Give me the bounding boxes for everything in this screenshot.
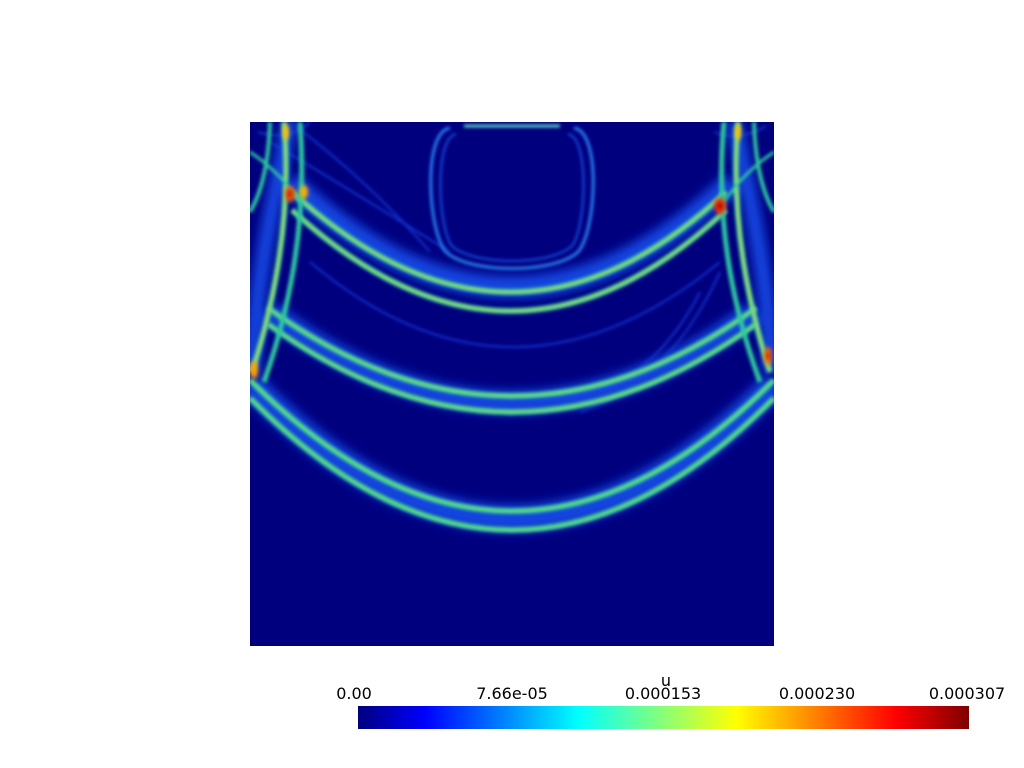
colorbar-tick-label: 0.000230: [778, 684, 856, 703]
wavefront-side-left: [250, 122, 305, 383]
wavefront-outer: [250, 377, 774, 533]
colorbar-tick-label: 0.00: [336, 684, 372, 703]
colorbar-tick-label: 7.66e-05: [476, 684, 548, 703]
colorbar-title: u: [660, 671, 672, 690]
wavefront-side-right: [719, 122, 774, 383]
wavefront-middle: [266, 305, 758, 415]
wavefront-inner: [289, 189, 729, 314]
colorbar-tick-label: 0.000307: [928, 684, 1006, 703]
colorbar-gradient[interactable]: [358, 706, 969, 729]
colorbar-tick-label: 0.000153: [624, 684, 702, 703]
scattered-ring: [429, 124, 595, 270]
field-image: [250, 122, 774, 646]
scalar-field-plot[interactable]: [250, 122, 774, 646]
amplitude-hotspots: [250, 124, 772, 379]
